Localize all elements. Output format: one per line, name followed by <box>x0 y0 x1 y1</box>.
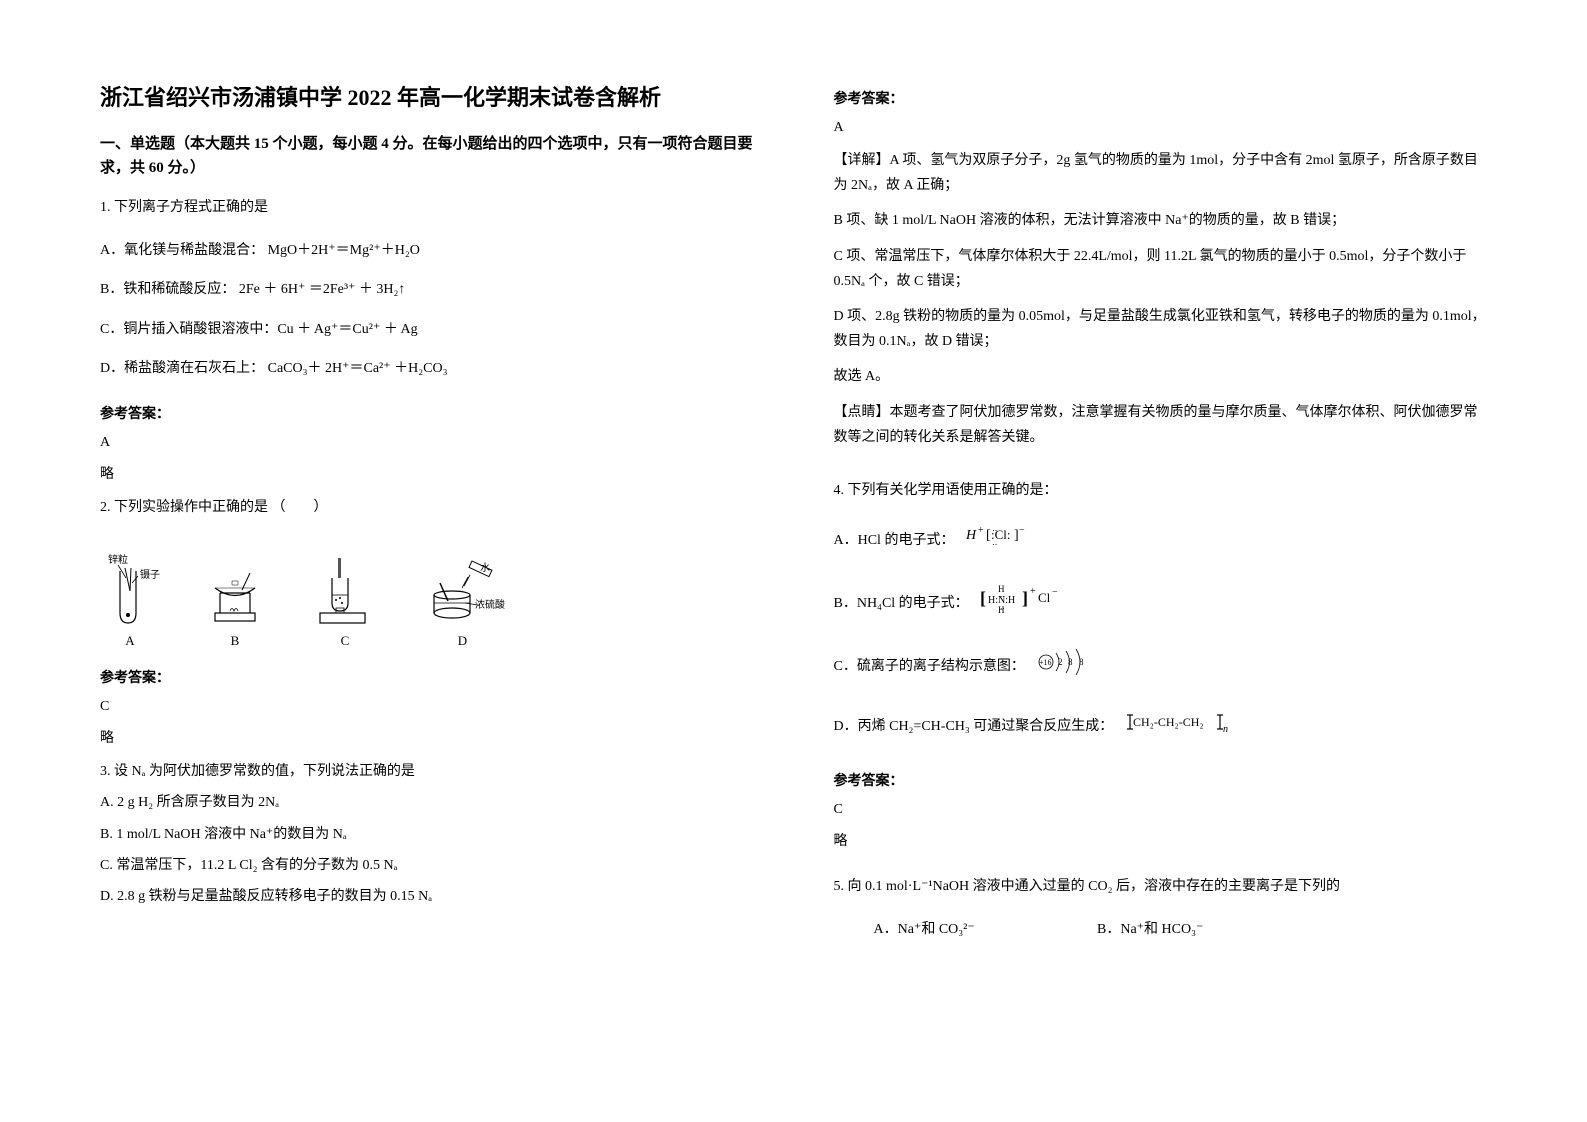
svg-text:+: + <box>978 525 984 536</box>
explain-line1: A 项、氢气为双原子分子，2g 氢气的物质的量为 1mol，分子中含有 2mol… <box>834 153 1478 193</box>
q4-option-d: D．丙烯 CH₂=CH-CH₃ 可通过聚合反应生成： CH₂-CH₂-CH₂ n <box>834 709 1488 744</box>
q3-explain-2: B 项、缺 1 mol/L NaOH 溶液的体积，无法计算溶液中 Na⁺的物质的… <box>834 208 1488 233</box>
q3-explain-4: D 项、2.8g 铁粉的物质的量为 0.05mol，与足量盐酸生成氯化亚铁和氢气… <box>834 304 1488 354</box>
left-column: 浙江省绍兴市汤浦镇中学 2022 年高一化学期末试卷含解析 一、单选题（本大题共… <box>100 80 754 1042</box>
q4-answer: C <box>834 802 1488 818</box>
svg-text:+: + <box>1030 586 1036 597</box>
q2-diagrams: 锌粒 镊子 A B <box>100 553 754 649</box>
tweezers-label: 镊子 <box>140 569 160 581</box>
evaporation-icon <box>200 553 270 628</box>
q4-note: 略 <box>834 830 1488 850</box>
svg-text:2: 2 <box>1058 657 1063 667</box>
test-tube-icon: 锌粒 镊子 <box>100 553 160 628</box>
q1-option-b: B．铁和稀硫酸反应： 2Fe ＋ 6H⁺ ＝2Fe³⁺ ＋ 3H₂↑ <box>100 277 754 302</box>
q1-option-a: A．氧化镁与稀盐酸混合： MgO＋2H⁺＝Mg²⁺＋H₂O <box>100 238 754 263</box>
q3-stem: 3. 设 Nₐ 为阿伏加德罗常数的值，下列说法正确的是 <box>100 759 754 784</box>
q3-option-a: A. 2 g H₂ 所含原子数目为 2Nₐ <box>100 790 754 815</box>
q4-c-text: C．硫离子的离子结构示意图： <box>834 659 1025 674</box>
svg-text:8: 8 <box>1079 657 1084 667</box>
svg-text:n: n <box>1223 724 1228 735</box>
heating-icon <box>310 553 380 628</box>
svg-text:CH₂-CH₂-CH₂: CH₂-CH₂-CH₂ <box>1133 715 1204 729</box>
q4-b-text: B．NH₄Cl 的电子式： <box>834 596 969 611</box>
svg-text:−: − <box>1052 587 1058 598</box>
right-column: 参考答案： A 【详解】A 项、氢气为双原子分子，2g 氢气的物质的量为 1mo… <box>834 80 1488 1042</box>
svg-text:Cl: Cl <box>1038 590 1051 605</box>
q3-answer: A <box>834 120 1488 136</box>
q4-option-b: B．NH₄Cl 的电子式： [ H H:N:H H ‥ ‥ ] + Cl − <box>834 582 1488 625</box>
q3-tip: 【点睛】本题考查了阿伏加德罗常数，注意掌握有关物质的量与摩尔质量、气体摩尔体积、… <box>834 400 1488 450</box>
detail-label: 【详解】 <box>834 153 890 168</box>
water-label: 水 <box>480 562 490 574</box>
svg-text:H: H <box>966 528 977 543</box>
sulfide-ion-structure: +16 2 8 8 <box>1036 647 1096 686</box>
section-header: 一、单选题（本大题共 15 个小题，每小题 4 分。在每小题给出的四个选项中，只… <box>100 132 754 180</box>
q2-note: 略 <box>100 727 754 747</box>
q3-explain-3: C 项、常温常压下，气体摩尔体积大于 22.4L/mol，则 11.2L 氯气的… <box>834 244 1488 294</box>
q3-option-d: D. 2.8 g 铁粉与足量盐酸反应转移电子的数目为 0.15 Nₐ <box>100 884 754 909</box>
nh4cl-electron-formula: [ H H:N:H H ‥ ‥ ] + Cl − <box>980 582 1075 625</box>
q2-diagram-d: 水 浓硫酸 D <box>420 553 505 649</box>
acid-label: 浓硫酸 <box>475 598 505 611</box>
svg-text:]: ] <box>1014 528 1019 543</box>
q1-option-c: C．铜片插入硝酸银溶液中：Cu ＋ Ag⁺＝Cu²⁺ ＋ Ag <box>100 317 754 342</box>
q2-diagram-a: 锌粒 镊子 A <box>100 553 160 649</box>
svg-text:‥: ‥ <box>1000 591 1005 599</box>
svg-text:+16: +16 <box>1039 658 1052 667</box>
q1-stem: 1. 下列离子方程式正确的是 <box>100 195 754 220</box>
q1-answer: A <box>100 435 754 451</box>
q5-options-row: A．Na⁺和 CO₃²⁻ B．Na⁺和 HCO₃⁻ <box>834 917 1488 942</box>
zinc-label: 锌粒 <box>108 553 128 566</box>
q3-option-c: C. 常温常压下，11.2 L Cl₂ 含有的分子数为 0.5 Nₐ <box>100 853 754 878</box>
q2-answer: C <box>100 699 754 715</box>
polypropylene-formula: CH₂-CH₂-CH₂ n <box>1125 709 1235 744</box>
svg-text:−: − <box>1019 525 1025 536</box>
svg-text:‥: ‥ <box>1000 603 1005 611</box>
q3-explain-1: 【详解】A 项、氢气为双原子分子，2g 氢气的物质的量为 1mol，分子中含有 … <box>834 148 1488 198</box>
q2-diagram-b: B <box>200 553 270 649</box>
q2-answer-label: 参考答案： <box>100 667 754 687</box>
q4-option-c: C．硫离子的离子结构示意图： +16 2 8 8 <box>834 647 1488 686</box>
svg-text:]: ] <box>1022 588 1028 608</box>
tip-text: 本题考查了阿伏加德罗常数，注意掌握有关物质的量与摩尔质量、气体摩尔体积、阿伏伽德… <box>834 405 1478 445</box>
q5-option-a: A．Na⁺和 CO₃²⁻ <box>874 917 1094 942</box>
q2-diagram-c: C <box>310 553 380 649</box>
q5-option-b: B．Na⁺和 HCO₃⁻ <box>1097 922 1203 937</box>
q2-label-b: B <box>231 633 240 649</box>
q2-label-a: A <box>125 633 134 649</box>
q5-stem: 5. 向 0.1 mol·L⁻¹NaOH 溶液中通入过量的 CO₂ 后，溶液中存… <box>834 874 1488 899</box>
q1-note: 略 <box>100 463 754 483</box>
q3-explain-5: 故选 A。 <box>834 364 1488 389</box>
exam-title: 浙江省绍兴市汤浦镇中学 2022 年高一化学期末试卷含解析 <box>100 80 754 112</box>
svg-text:[: [ <box>980 588 986 608</box>
q4-answer-label: 参考答案： <box>834 770 1488 790</box>
svg-text:8: 8 <box>1068 657 1073 667</box>
svg-text:‥: ‥ <box>992 538 997 547</box>
q2-stem: 2. 下列实验操作中正确的是 （ ） <box>100 495 754 520</box>
q4-d-text: D．丙烯 CH₂=CH-CH₃ 可通过聚合反应生成： <box>834 718 1114 733</box>
q3-option-b: B. 1 mol/L NaOH 溶液中 Na⁺的数目为 Nₐ <box>100 822 754 847</box>
hcl-electron-formula: H + [ ‥ :Cl: ‥ ] − <box>966 521 1036 560</box>
q1-option-d: D．稀盐酸滴在石灰石上： CaCO₃＋ 2H⁺＝Ca²⁺ ＋H₂CO₃ <box>100 356 754 381</box>
q2-label-c: C <box>341 633 350 649</box>
tip-label: 【点睛】 <box>834 405 890 420</box>
q4-option-a: A．HCl 的电子式： H + [ ‥ :Cl: ‥ ] − <box>834 521 1488 560</box>
dilution-icon: 水 浓硫酸 <box>420 553 505 628</box>
q4-stem: 4. 下列有关化学用语使用正确的是： <box>834 478 1488 503</box>
q3-answer-label: 参考答案： <box>834 88 1488 108</box>
q1-answer-label: 参考答案： <box>100 403 754 423</box>
q2-label-d: D <box>458 633 467 649</box>
q4-a-text: A．HCl 的电子式： <box>834 533 955 548</box>
